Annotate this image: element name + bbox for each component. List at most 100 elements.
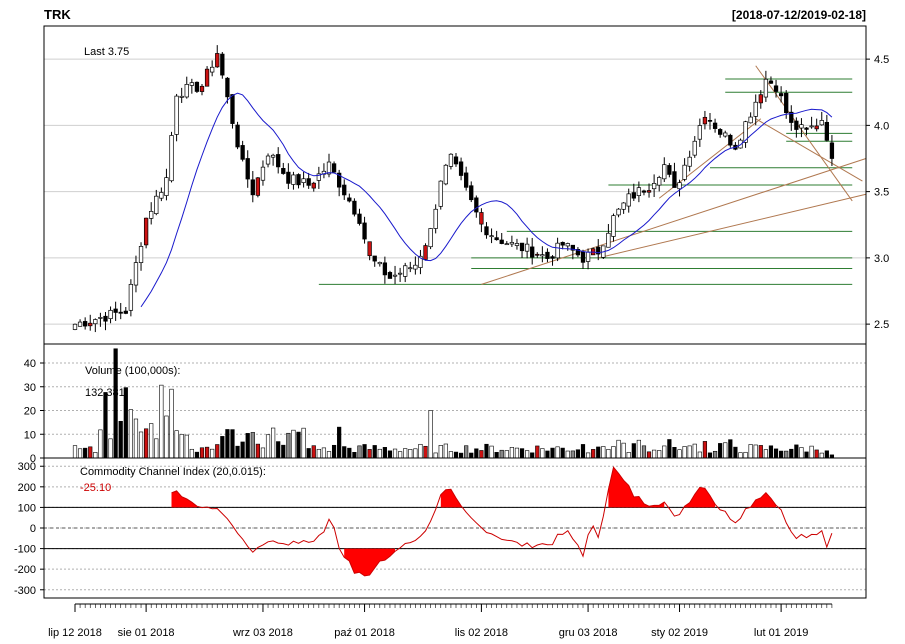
trend-line — [598, 193, 867, 259]
candle-body — [824, 121, 829, 141]
candle-body — [565, 243, 570, 247]
volume-bar — [281, 444, 286, 459]
candle — [403, 262, 408, 283]
candle-body — [763, 78, 769, 98]
volume-bar — [611, 446, 616, 459]
volume-bar — [606, 449, 611, 459]
candle-body — [809, 125, 814, 128]
volume-bar — [697, 451, 702, 459]
volume-tick-label: 20 — [24, 406, 36, 418]
candle-body — [596, 246, 601, 255]
candle — [753, 94, 758, 126]
volume-bar — [763, 449, 768, 459]
volume-tick-label: 30 — [24, 382, 36, 394]
candle — [484, 222, 489, 239]
candle — [514, 238, 520, 250]
candle-body — [138, 246, 144, 263]
candle-body — [616, 208, 621, 216]
volume-bar — [621, 442, 626, 459]
candle — [174, 93, 179, 142]
candle — [489, 228, 494, 244]
volume-bar — [204, 446, 210, 459]
volume-bar — [398, 451, 403, 459]
candle-body — [184, 84, 189, 98]
candle — [651, 174, 657, 198]
volume-bar — [392, 448, 398, 459]
last-price-label: Last 3.75 — [84, 46, 129, 58]
candle — [347, 193, 352, 203]
candle — [250, 171, 255, 203]
candle — [763, 70, 769, 102]
candle — [382, 256, 388, 284]
volume-bar — [824, 450, 829, 459]
volume-bar — [408, 449, 413, 459]
cci-tick-label: -100 — [14, 544, 36, 556]
candle — [428, 227, 433, 250]
candle — [210, 60, 215, 77]
volume-bar — [525, 450, 530, 459]
volume-bar — [530, 452, 535, 459]
candle-body — [692, 140, 697, 156]
candle — [829, 135, 835, 166]
candle — [687, 150, 692, 172]
candle-body — [98, 317, 103, 319]
candle-body — [154, 195, 159, 214]
candle — [276, 147, 281, 174]
candle — [433, 204, 438, 234]
volume-bar — [291, 429, 296, 459]
candle-body — [469, 185, 474, 201]
candle-body — [326, 161, 332, 175]
candle-body — [108, 309, 113, 319]
volume-bar — [687, 445, 692, 459]
volume-bar — [535, 445, 540, 459]
candle — [657, 175, 662, 192]
price-tick-label: 2.5 — [874, 319, 889, 331]
volume-bar — [794, 444, 799, 459]
x-tick-label: lis 02 2018 — [455, 627, 508, 639]
candle-body — [682, 164, 687, 180]
volume-bar — [306, 448, 311, 459]
volume-bar — [545, 450, 550, 459]
candle-body — [814, 125, 819, 130]
candle — [453, 153, 459, 167]
candle-body — [535, 253, 540, 256]
cci-line — [171, 466, 833, 577]
candle-body — [799, 124, 804, 129]
candle-body — [631, 192, 636, 199]
candle — [291, 171, 296, 190]
candle-body — [743, 121, 748, 143]
candle-body — [641, 190, 647, 193]
volume-bar — [738, 452, 743, 459]
support-lines — [318, 78, 853, 285]
volume-bar — [773, 448, 779, 459]
candle — [270, 153, 276, 166]
candle — [179, 87, 184, 103]
candle-body — [103, 315, 108, 322]
candle-body — [286, 171, 291, 184]
candle — [352, 198, 357, 217]
candle — [245, 150, 250, 188]
trend-line — [755, 118, 863, 182]
cci-extreme-fill — [171, 490, 197, 508]
candle — [616, 208, 621, 218]
volume-bar — [138, 431, 144, 459]
candle-body — [413, 264, 418, 270]
candle-body — [306, 178, 311, 186]
volume-bar — [286, 432, 291, 459]
x-tick-label: sie 01 2018 — [118, 627, 175, 639]
volume-bar — [718, 443, 723, 459]
volume-bar — [641, 445, 647, 459]
volume-bar — [819, 452, 824, 459]
candle-body — [794, 120, 799, 130]
candle-body — [225, 77, 230, 98]
candle-body — [636, 187, 642, 196]
candle-body — [240, 145, 245, 160]
candle-body — [509, 242, 515, 245]
volume-bar — [103, 392, 108, 459]
candle-body — [387, 272, 393, 279]
volume-tick-label: 40 — [24, 358, 36, 370]
candle — [372, 255, 377, 267]
candle — [143, 217, 149, 249]
volume-bar — [448, 451, 454, 459]
volume-bar — [215, 444, 220, 459]
